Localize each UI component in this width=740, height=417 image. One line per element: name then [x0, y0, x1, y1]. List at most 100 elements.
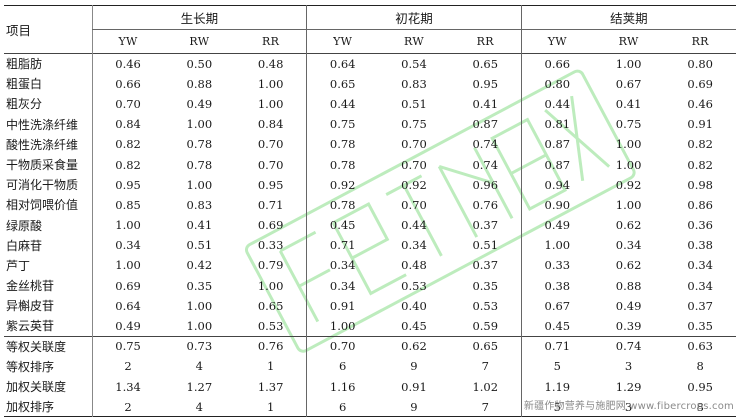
table-cell: 0.38 — [520, 275, 593, 296]
table-cell: 3 — [624, 399, 633, 414]
table-cell: 0.92 — [401, 177, 427, 192]
table-cell: 0.51 — [472, 238, 499, 253]
row-label: 等权关联度 — [6, 339, 67, 354]
table-cell: 0.88 — [615, 278, 642, 293]
table-cell: 1.00 — [186, 318, 213, 333]
table-row: 紫云英苷 0.49 1.00 0.53 1.00 0.45 0.59 0.45 0.39 0.35 — [4, 315, 736, 337]
table-cell: 0.74 — [472, 137, 499, 152]
table-cell: 0.82 — [91, 134, 164, 155]
table-row: 绿原酸 1.00 0.41 0.69 0.45 0.44 0.37 0.49 0.62 0.36 — [4, 215, 736, 236]
table-cell: 1.00 — [186, 298, 213, 313]
table-cell: 1.02 — [472, 379, 499, 394]
table-cell: 0.44 — [520, 93, 593, 115]
table-cell: 0.95 — [472, 76, 499, 91]
table-cell: 0.91 — [306, 295, 379, 316]
table-cell: 0.36 — [687, 218, 713, 233]
table-cell: 0.78 — [186, 157, 213, 172]
row-label: 紫云英苷 — [6, 319, 55, 334]
table-cell: 0.92 — [306, 174, 379, 195]
table-cell: 0.74 — [615, 339, 642, 354]
table-cell: 0.64 — [91, 295, 164, 316]
row-label: 金丝桃苷 — [6, 279, 55, 294]
table-cell: 4 — [195, 359, 203, 374]
table-cell: 0.71 — [520, 336, 593, 357]
table-cell: 1.00 — [186, 117, 213, 132]
group-header: 初花期 — [306, 5, 522, 30]
table-cell: 9 — [410, 359, 418, 374]
item-column-header: 项目 — [6, 23, 32, 38]
sub-column-header: RW — [618, 35, 639, 48]
table-cell: 0.49 — [520, 215, 593, 236]
table-cell: 0.78 — [306, 134, 379, 155]
table-cell: 0.70 — [401, 197, 427, 212]
table-cell: 0.34 — [615, 238, 642, 253]
table-cell: 0.45 — [306, 215, 379, 236]
table-cell: 0.75 — [306, 114, 379, 135]
table-cell: 1.00 — [257, 96, 284, 111]
table-cell: 0.86 — [687, 197, 713, 212]
table-cell: 0.69 — [91, 275, 164, 296]
watermark-text: 新疆作物营养与施肥网 www.fibercrops.com — [523, 401, 734, 412]
table-cell: 0.88 — [186, 76, 213, 91]
table-cell: 0.85 — [91, 194, 164, 215]
table-cell: 6 — [306, 396, 379, 417]
sub-column-header: RR — [691, 35, 709, 48]
table-cell: 0.95 — [687, 379, 713, 394]
table-row: 干物质采食量 0.82 0.78 0.70 0.78 0.70 0.74 0.87 1.00 0.… — [4, 154, 736, 175]
table-cell: 0.94 — [520, 174, 593, 195]
table-cell: 1.00 — [615, 197, 642, 212]
row-label: 白麻苷 — [6, 238, 43, 253]
table-cell: 0.82 — [91, 154, 164, 175]
table-row: 等权排序 2 4 1 6 9 7 5 3 8 — [4, 356, 736, 377]
table-cell: 0.42 — [186, 258, 213, 273]
table-cell: 0.70 — [257, 137, 284, 152]
table-cell: 8 — [696, 359, 704, 374]
table-row: 中性洗涤纤维 0.84 1.00 0.84 0.75 0.75 0.87 0.81 0.75 0.… — [4, 114, 736, 135]
table-cell: 0.70 — [91, 93, 164, 115]
table-cell: 0.49 — [91, 315, 164, 337]
table-cell: 0.62 — [615, 258, 642, 273]
table-cell: 0.87 — [520, 154, 593, 175]
table-cell: 0.65 — [472, 339, 499, 354]
table-cell: 1.34 — [91, 376, 164, 397]
table-cell: 0.73 — [186, 339, 213, 354]
table-cell: 1.19 — [520, 376, 593, 397]
table-cell: 0.35 — [472, 278, 499, 293]
table-cell: 0.66 — [91, 73, 164, 94]
table-cell: 0.45 — [520, 315, 593, 337]
table-cell: 0.70 — [257, 157, 284, 172]
row-label: 等权排序 — [6, 359, 55, 374]
sub-column-header: RW — [403, 35, 424, 48]
table-cell: 2 — [91, 396, 164, 417]
table-row: 粗脂肪 0.46 0.50 0.48 0.64 0.54 0.65 0.66 1.00 0.80 — [4, 53, 736, 74]
table-cell: 0.33 — [257, 238, 284, 253]
table-cell: 0.48 — [257, 56, 284, 71]
table-cell: 0.51 — [401, 96, 427, 111]
table-cell: 0.84 — [257, 117, 284, 132]
row-label: 粗蛋白 — [6, 77, 43, 92]
table-cell: 0.34 — [91, 235, 164, 256]
table-body: 粗脂肪 0.46 0.50 0.48 0.64 0.54 0.65 0.66 1.00 0.80 粗… — [4, 53, 736, 337]
table-cell: 0.84 — [91, 114, 164, 135]
table-cell: 0.39 — [615, 318, 642, 333]
table-cell: 0.71 — [257, 197, 284, 212]
table-cell: 0.46 — [91, 53, 164, 74]
table-cell: 5 — [520, 356, 593, 377]
table-cell: 5 — [520, 396, 593, 417]
row-label: 粗脂肪 — [6, 57, 43, 72]
table-cell: 0.82 — [687, 137, 713, 152]
table-cell: 0.53 — [257, 318, 284, 333]
table-cell: 0.78 — [306, 154, 379, 175]
table-cell: 0.81 — [520, 114, 593, 135]
row-label: 绿原酸 — [6, 218, 43, 233]
table-cell: 6 — [306, 356, 379, 377]
table-row: 芦丁 1.00 0.42 0.79 0.34 0.48 0.37 0.33 0.62 0.34 — [4, 255, 736, 276]
table-cell: 0.69 — [257, 218, 284, 233]
sub-column-header: YW — [91, 29, 164, 54]
row-label: 可消化干物质 — [6, 178, 79, 193]
table-cell: 1.00 — [257, 278, 284, 293]
table-cell: 0.87 — [520, 134, 593, 155]
table-cell: 1.00 — [306, 315, 379, 337]
table-row: 等权关联度 0.75 0.73 0.76 0.70 0.62 0.65 0.71 0.74 0.6… — [4, 336, 736, 357]
table-cell: 0.79 — [257, 258, 284, 273]
